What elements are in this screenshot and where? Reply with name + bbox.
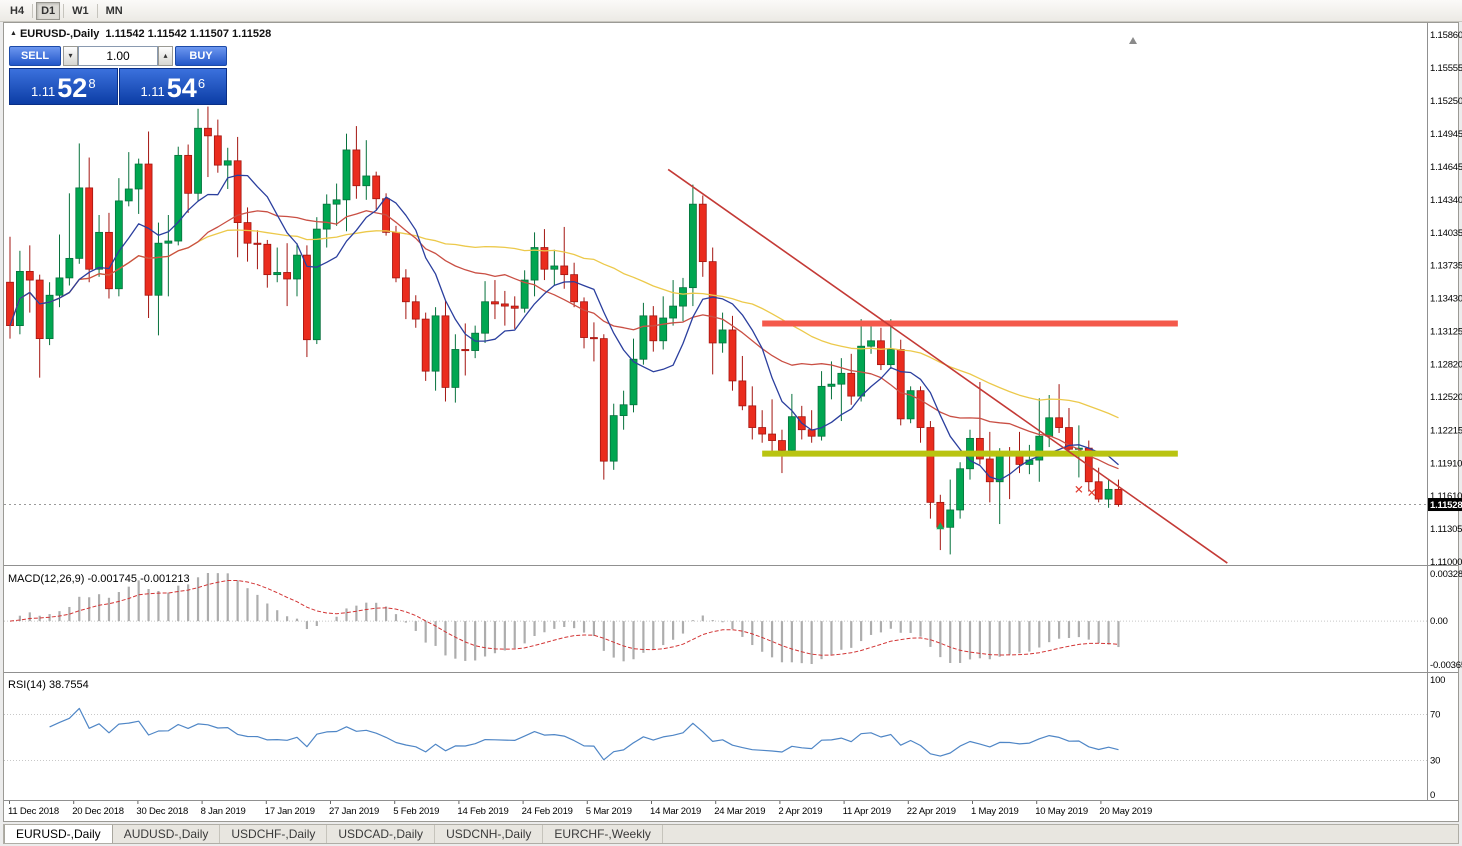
toolbar-separator (63, 3, 65, 18)
tab-eurusd-daily[interactable]: EURUSD-,Daily (4, 825, 113, 843)
buy-button[interactable]: BUY (175, 46, 227, 66)
timeframe-button-mn[interactable]: MN (105, 4, 123, 17)
buy-price-sup: 6 (197, 76, 206, 91)
toolbar-separator (32, 3, 34, 18)
volume-input[interactable] (78, 46, 158, 66)
tab-eurchf-weekly[interactable]: EURCHF-,Weekly (543, 825, 663, 843)
chart-tabs-bar: EURUSD-,Daily AUDUSD-,Daily USDCHF-,Dail… (3, 824, 1459, 844)
timeframe-button-d1[interactable]: D1 (36, 1, 61, 20)
tab-usdcad-daily[interactable]: USDCAD-,Daily (327, 825, 436, 843)
buy-price-big: 54 (166, 73, 197, 104)
buy-price-prefix: 1.11 (140, 84, 165, 100)
timeframe-button-w1[interactable]: W1 (72, 4, 89, 17)
sell-button[interactable]: SELL (9, 46, 61, 66)
volume-decrease-button[interactable]: ▾ (63, 46, 78, 66)
chart-symbol-period: EURUSD-,Daily (19, 28, 100, 40)
chart-title: ▲ EURUSD-,Daily 1.11542 1.11542 1.11507 1.… (10, 28, 271, 40)
symbol-marker-icon: ▲ (10, 30, 17, 37)
sell-price-big: 52 (57, 73, 88, 104)
chart-ohlc-values: 1.11542 1.11542 1.11507 1.11528 (105, 28, 272, 40)
sell-price-sup: 8 (88, 76, 96, 91)
sell-price-display[interactable]: 1.11 52 8 (9, 68, 118, 105)
sell-price-prefix: 1.11 (30, 84, 56, 100)
tab-usdcnh-daily[interactable]: USDCNH-,Daily (435, 825, 544, 843)
toolbar-separator (96, 3, 98, 18)
chevron-up-icon: ▴ (163, 51, 168, 60)
buy-price-display[interactable]: 1.11 54 6 (118, 68, 227, 105)
volume-increase-button[interactable]: ▴ (158, 46, 173, 66)
chart-window (3, 22, 1459, 822)
chevron-down-icon: ▾ (68, 51, 73, 60)
timeframe-toolbar: H4 D1 W1 MN (0, 0, 1462, 22)
tab-usdchf-daily[interactable]: USDCHF-,Daily (220, 825, 328, 843)
tab-audusd-daily[interactable]: AUDUSD-,Daily (113, 825, 221, 843)
timeframe-button-h4[interactable]: H4 (10, 4, 25, 17)
